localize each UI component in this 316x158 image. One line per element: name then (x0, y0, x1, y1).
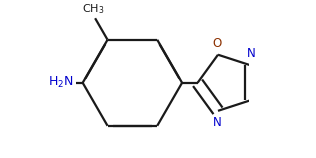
Text: N: N (213, 116, 222, 129)
Text: O: O (213, 37, 222, 50)
Text: N: N (247, 47, 256, 61)
Text: CH$_3$: CH$_3$ (82, 2, 105, 16)
Text: H$_2$N: H$_2$N (48, 75, 73, 90)
